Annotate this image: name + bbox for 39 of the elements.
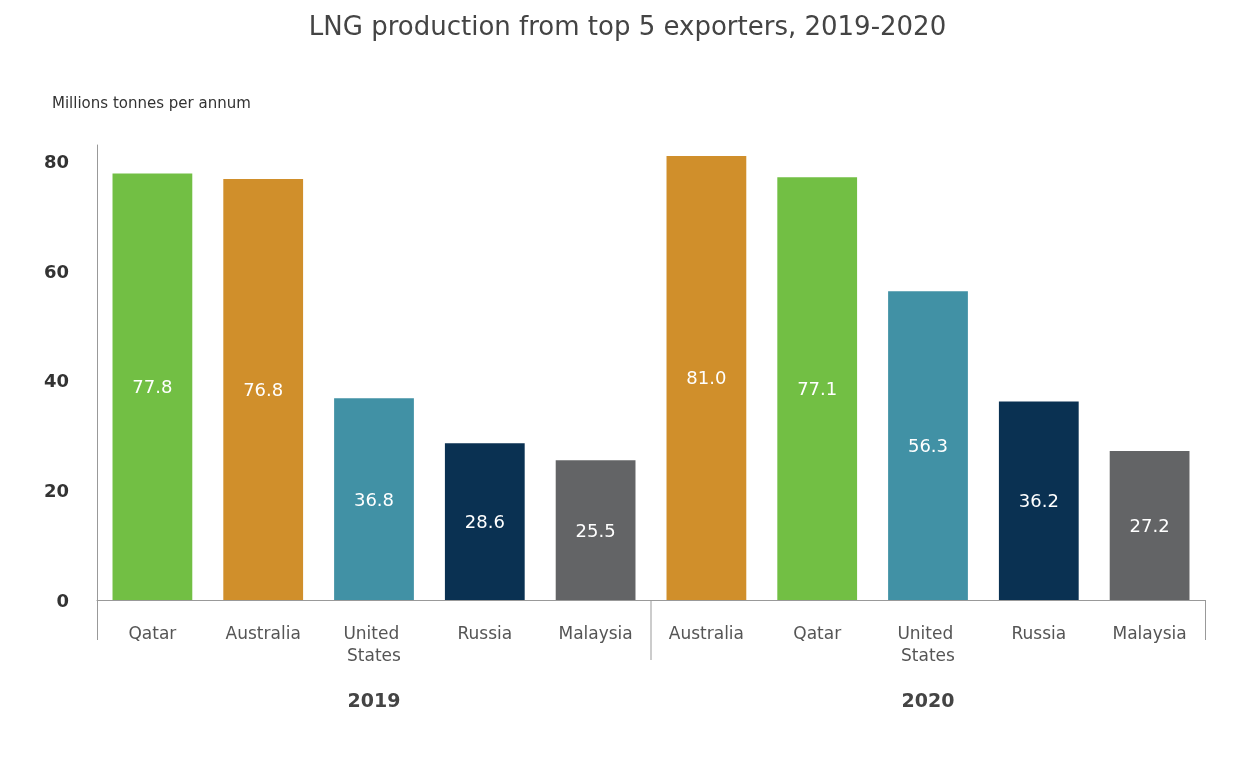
data-label: 81.0 (686, 367, 727, 389)
bar (112, 173, 193, 600)
x-tick-label: United States (343, 623, 405, 665)
x-tick-label: Malaysia (558, 623, 633, 643)
y-axis-title: Millions tonnes per annum (52, 93, 251, 112)
x-tick-label: Australia (668, 623, 744, 643)
x-tick-label: Qatar (793, 623, 842, 643)
y-tick-label: 20 (43, 479, 69, 501)
x-tick-label: Russia (457, 623, 513, 643)
data-label: 27.2 (1129, 514, 1170, 536)
x-tick-label: Russia (1011, 623, 1067, 643)
bar (223, 178, 304, 600)
x-tick-label: Malaysia (1112, 623, 1187, 643)
y-tick-label: 80 (43, 150, 69, 172)
chart-title: LNG production from top 5 exporters, 2019-2020 (308, 11, 947, 41)
data-label: 36.2 (1018, 490, 1059, 512)
bar (998, 401, 1079, 600)
bar (1109, 450, 1190, 600)
y-tick-label: 60 (43, 260, 69, 282)
data-label: 36.8 (353, 488, 395, 510)
x-tick-label: United States (897, 623, 959, 665)
data-label: 77.1 (797, 378, 838, 400)
data-label: 56.3 (907, 435, 949, 457)
bar (555, 460, 636, 600)
y-tick-label: 40 (43, 370, 69, 392)
data-label: 77.8 (132, 376, 173, 398)
text: 2020 (901, 689, 955, 711)
bar (666, 155, 747, 600)
text: 2019 (347, 689, 401, 711)
data-label: 25.5 (575, 519, 616, 541)
bar (888, 291, 968, 600)
x-tick-label: Qatar (128, 623, 177, 643)
bar (777, 177, 858, 600)
data-label: 76.8 (243, 378, 284, 400)
bar (444, 443, 525, 600)
bar (334, 398, 414, 600)
y-tick-label: 0 (56, 589, 69, 611)
x-tick-label: Australia (225, 623, 301, 643)
data-label: 28.6 (464, 511, 505, 533)
